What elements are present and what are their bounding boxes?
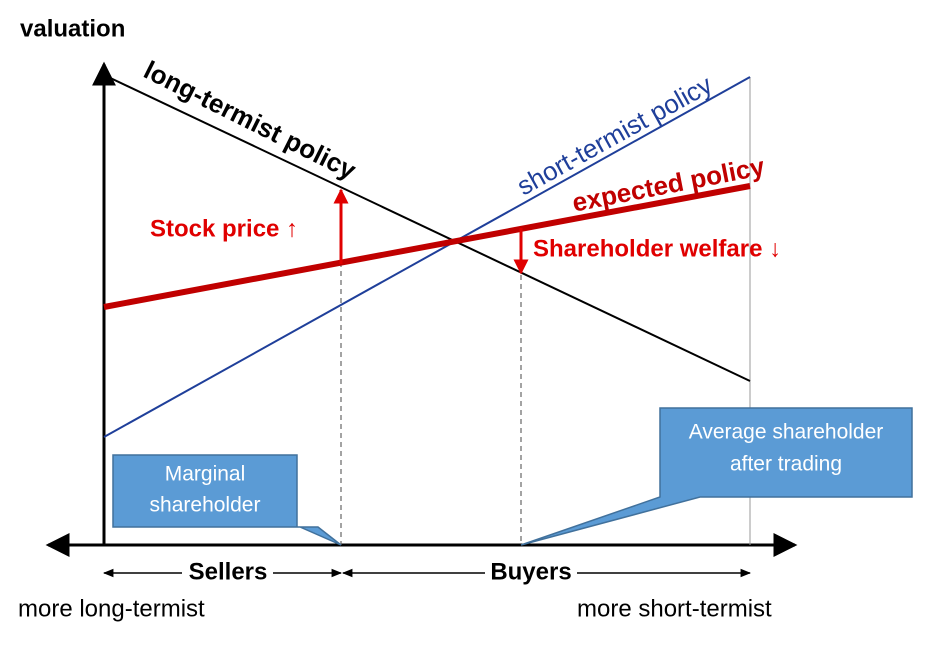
welfare-label: Shareholder welfare ↓: [533, 235, 781, 262]
stock-price-label: Stock price ↑: [150, 215, 298, 242]
left-end-label: more long-termist: [18, 595, 205, 622]
callout-text: Marginal: [165, 463, 246, 486]
long-termist-label: long-termist policy: [139, 55, 361, 186]
long-termist-line: [103, 74, 751, 382]
marginal-callout: [112, 454, 342, 546]
sellers-label: Sellers: [189, 558, 268, 585]
right-end-label: more short-termist: [577, 595, 772, 622]
short-termist-line: [103, 76, 751, 438]
callout-text: after trading: [730, 453, 842, 476]
average-callout: [520, 407, 913, 546]
callout-text: shareholder: [150, 494, 261, 517]
expected-line: [103, 183, 751, 310]
buyers-label: Buyers: [490, 558, 571, 585]
callout-text: Average shareholder: [689, 421, 884, 444]
y-axis-label: valuation: [20, 15, 125, 42]
